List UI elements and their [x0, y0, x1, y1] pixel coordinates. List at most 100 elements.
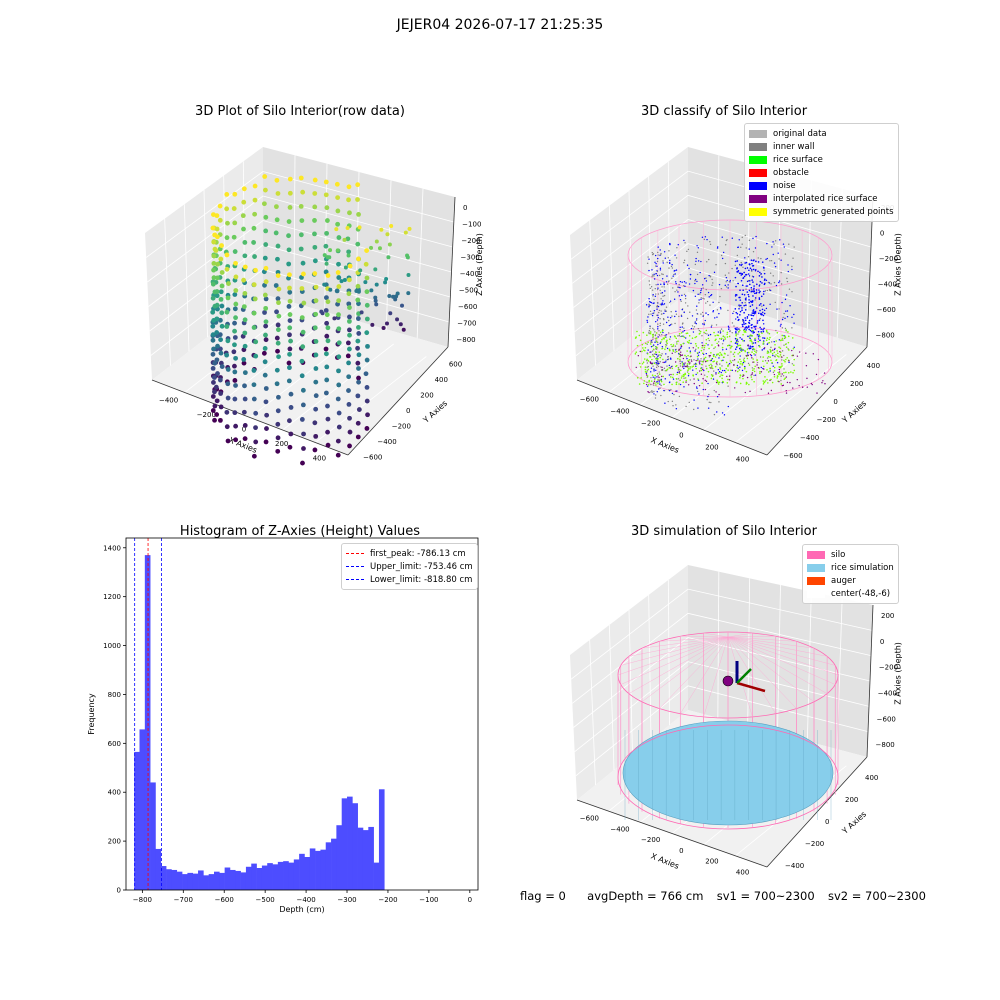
p2-data-point: [664, 257, 667, 259]
p2-data-point: [788, 361, 790, 364]
p1-z-axis-label: Z Axies (Depth): [475, 233, 484, 296]
p2-data-point: [647, 365, 650, 368]
p2-data-point: [777, 252, 779, 254]
p2-data-point: [770, 259, 773, 262]
p1-data-point: [325, 338, 331, 344]
p2-rice-point: [753, 367, 755, 370]
p1-data-point: [218, 289, 224, 295]
p2-data-point: [657, 326, 659, 328]
p2-data-point: [651, 251, 653, 254]
p2-data-point: [698, 351, 700, 354]
p1-grid-line: [385, 180, 392, 330]
p2-rice-point: [671, 367, 674, 370]
p2-data-point: [672, 287, 674, 289]
p1-data-point: [217, 203, 223, 209]
p2-data-point: [709, 241, 711, 243]
p2-data-point: [685, 337, 687, 339]
histogram-bar: [362, 830, 369, 890]
p2-rice-point: [701, 363, 703, 366]
y-tick-label: 1400: [103, 544, 121, 552]
p2-data-point: [727, 405, 730, 408]
p2-data-point: [747, 256, 750, 258]
p2-noise-point: [735, 293, 737, 296]
histogram-bar: [272, 864, 279, 890]
p2-rice-point: [780, 383, 783, 385]
p2-data-point: [662, 295, 664, 297]
p2-rice-point: [681, 375, 683, 377]
p2-rice-point: [708, 364, 711, 367]
p2-data-point: [675, 282, 677, 285]
p2-x-tick-label: 200: [705, 444, 718, 452]
p2-data-point: [707, 344, 709, 346]
p2-noise-point: [754, 312, 757, 314]
p2-rice-point: [648, 380, 650, 383]
p1-data-point: [252, 254, 257, 259]
p2-data-point: [736, 364, 739, 367]
p2-noise-point: [758, 285, 761, 287]
p2-noise-point: [748, 328, 750, 331]
p2-rice-point: [651, 358, 653, 361]
p1-data-point: [287, 289, 293, 295]
legend-entry: interpolated rice surface: [749, 192, 894, 205]
p1-data-point: [335, 270, 341, 275]
p2-data-point: [690, 327, 693, 330]
histogram-legend: first_peak: -786.13 cm Upper_limit: -753.…: [341, 543, 478, 590]
p1-x-tick-label: −400: [159, 397, 178, 405]
p1-data-point: [273, 230, 279, 236]
p2-data-point: [780, 375, 782, 377]
p2-data-point: [706, 300, 709, 303]
p2-data-point: [668, 319, 670, 322]
legend-entry: noise: [749, 179, 894, 192]
histogram-bar: [347, 796, 353, 890]
p4-y-tick-label: 200: [845, 796, 858, 804]
p2-data-point: [683, 285, 685, 287]
p2-interp-point: [770, 389, 773, 392]
p2-rice-point: [701, 352, 704, 355]
p2-data-point: [655, 320, 657, 323]
silo-roof-line: [727, 636, 797, 709]
p2-data-point: [782, 375, 785, 377]
p2-data-point: [708, 339, 711, 342]
p2-data-point: [659, 361, 661, 363]
p2-interp-point: [708, 354, 710, 357]
p2-rice-point: [748, 336, 751, 338]
p2-data-point: [748, 239, 751, 242]
p1-data-point: [264, 412, 270, 418]
p2-data-point: [660, 252, 662, 255]
p1-data-point: [345, 340, 351, 346]
p1-data-point: [347, 429, 353, 435]
p2-interp-point: [763, 368, 765, 370]
p2-data-point: [718, 357, 720, 359]
p1-data-point: [301, 446, 306, 451]
p2-rice-point: [675, 383, 678, 386]
p2-data-point: [646, 370, 649, 372]
p2-data-point: [693, 399, 695, 401]
p2-data-point: [793, 346, 795, 348]
p2-data-point: [653, 370, 655, 372]
p1-data-point: [346, 184, 352, 190]
p2-noise-point: [737, 269, 740, 272]
p2-data-point: [653, 355, 656, 358]
p1-data-point: [242, 290, 248, 296]
p2-rice-point: [646, 334, 648, 337]
p1-data-point: [287, 444, 293, 450]
p1-y-tick-label: −200: [392, 422, 411, 430]
p1-data-point: [242, 253, 248, 259]
p2-data-point: [766, 257, 769, 260]
p1-data-point: [275, 448, 281, 454]
p1-data-point: [218, 350, 224, 356]
p2-data-point: [651, 353, 654, 356]
p1-data-point: [373, 267, 378, 272]
p1-data-point: [325, 403, 330, 409]
p2-interp-point: [692, 347, 694, 349]
p4-y-tick-label: −200: [805, 840, 824, 848]
p2-noise-point: [746, 291, 749, 293]
p2-noise-point: [735, 328, 737, 331]
p1-y-tick-label: −600: [363, 453, 382, 461]
p2-noise-point: [740, 272, 742, 275]
histogram-bar: [331, 838, 337, 890]
p1-data-point: [242, 423, 248, 428]
p1-data-point: [263, 187, 268, 193]
p1-data-point: [383, 280, 388, 285]
p1-data-point: [275, 421, 281, 427]
